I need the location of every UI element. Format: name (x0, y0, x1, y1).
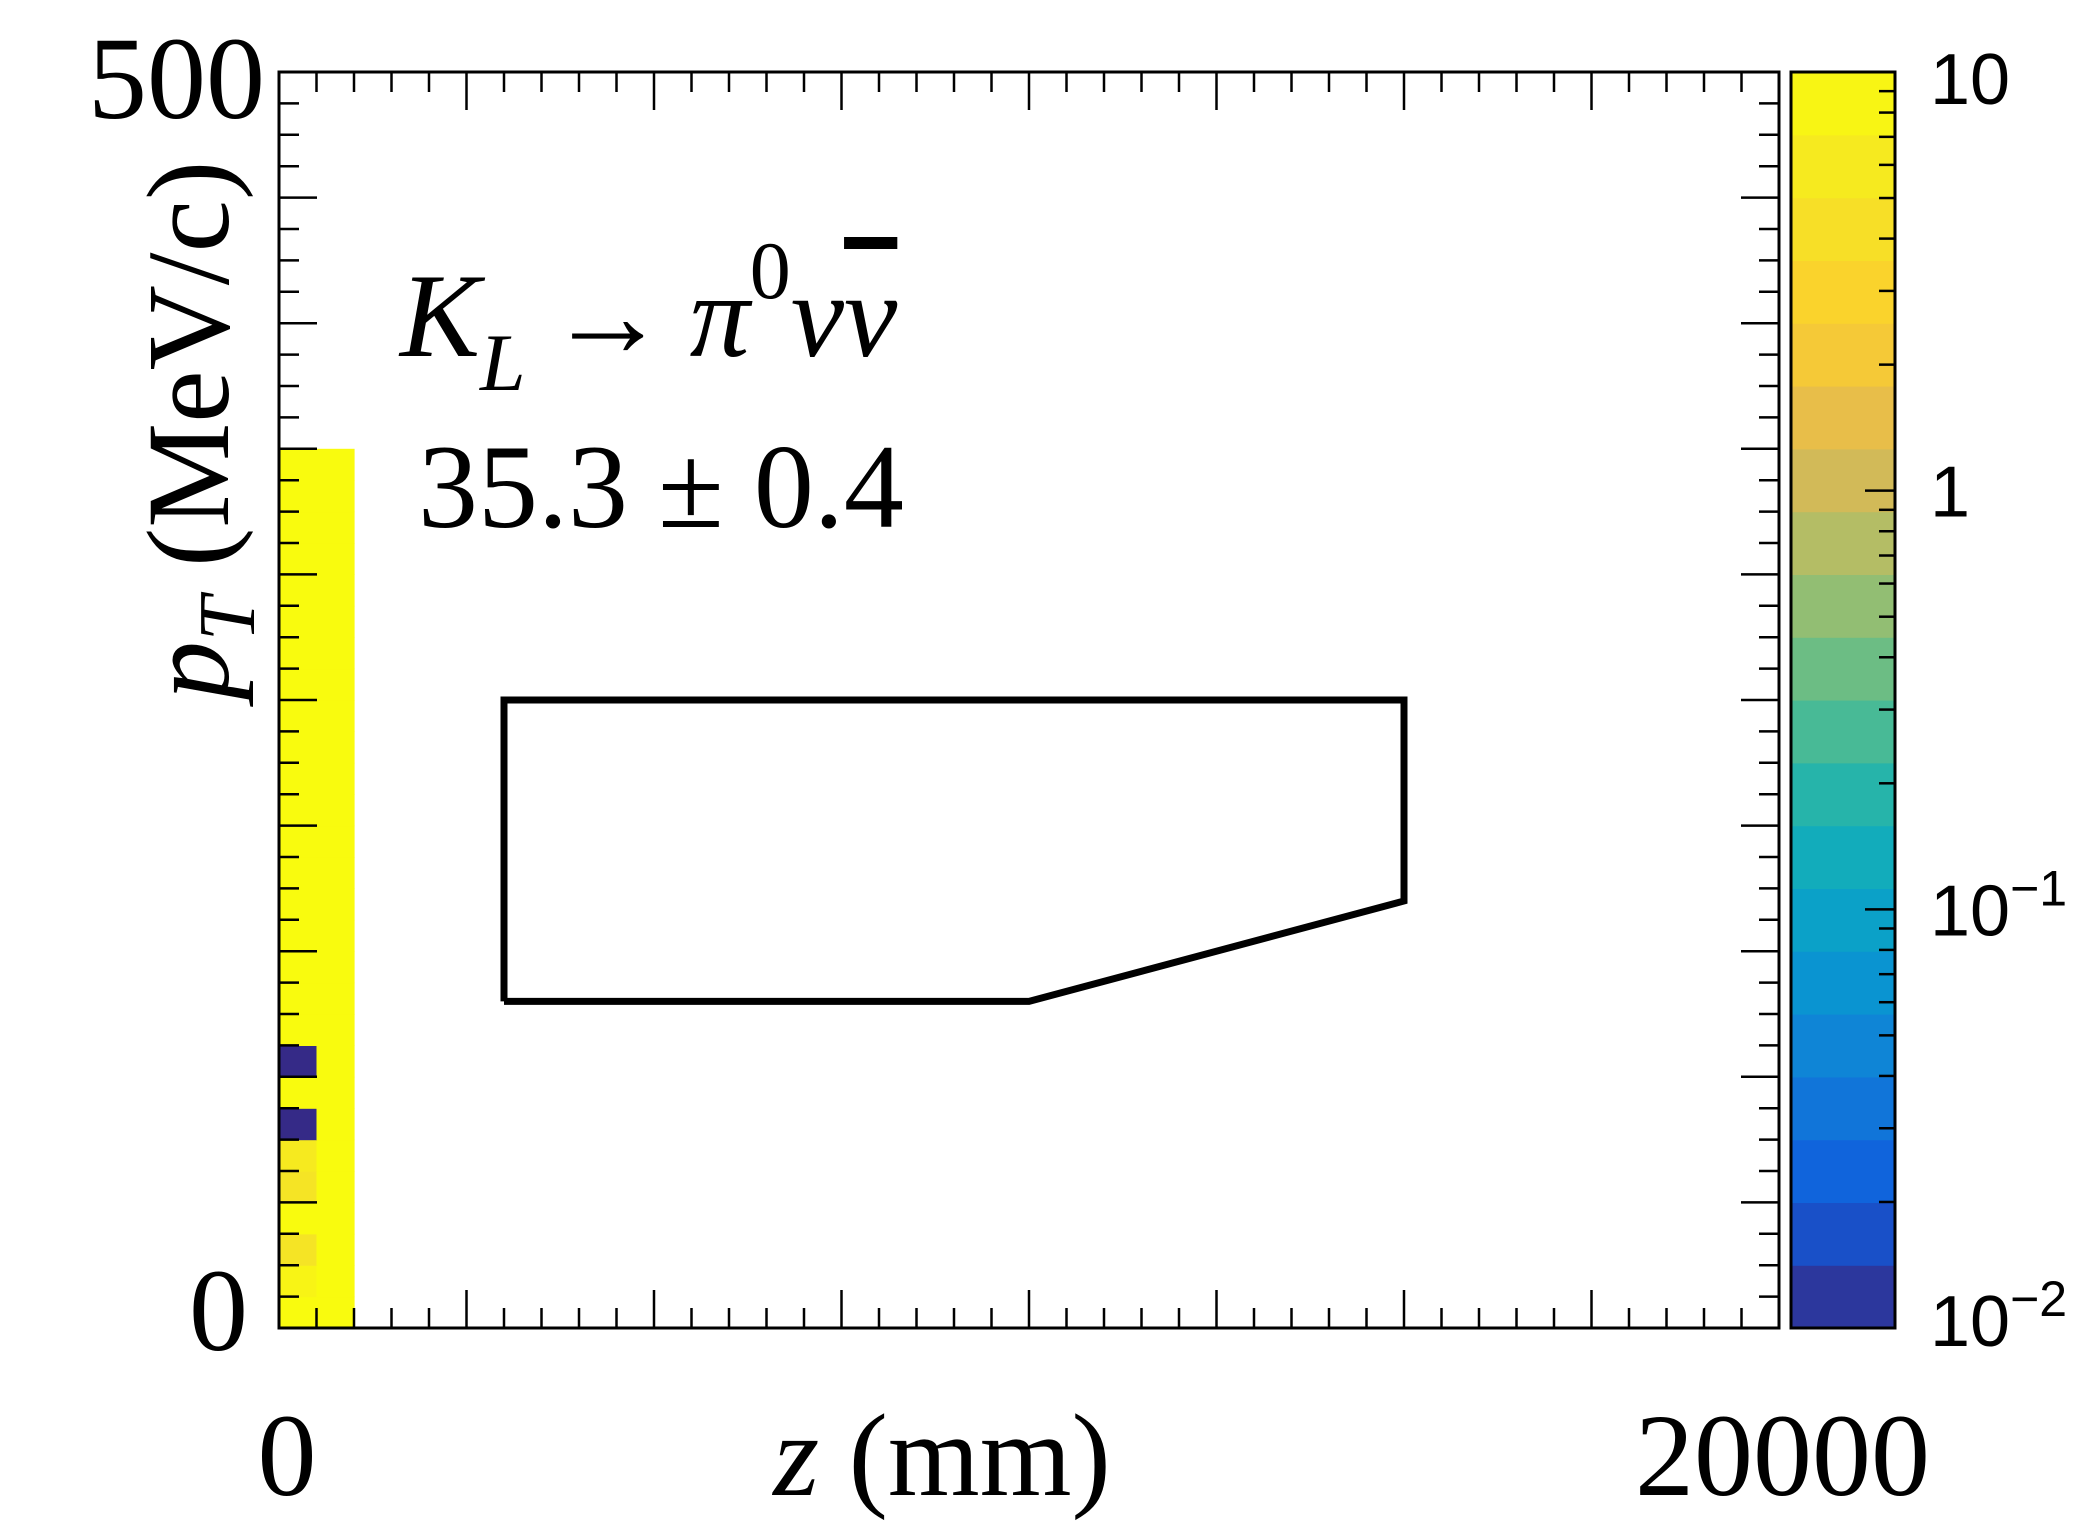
colorbar-segment (1791, 260, 1895, 324)
heatmap-cell (279, 982, 318, 1015)
colorbar-segment (1791, 72, 1895, 136)
heatmap-cell (316, 982, 355, 1015)
heatmap-cell (316, 1265, 355, 1298)
heatmap-cell (279, 700, 318, 732)
heatmap-cell (316, 731, 355, 764)
colorbar-labels: 10 1 10−1 10−2 (1930, 40, 2067, 1362)
heatmap-cell (279, 1296, 318, 1329)
heatmap-cell (316, 1202, 355, 1235)
heatmap-cell (316, 1108, 355, 1141)
heatmap-cell (316, 1296, 355, 1329)
colorbar-segment (1791, 386, 1895, 450)
heatmap-cell (316, 1171, 355, 1203)
heatmap-cell (316, 762, 355, 795)
colorbar-segment (1791, 825, 1895, 889)
heatmap-cell (279, 919, 318, 952)
colorbar-tick-label: 10−2 (1930, 1271, 2067, 1362)
colorbar-tick-label: 10−1 (1930, 860, 2067, 951)
colorbar-segment (1791, 1265, 1895, 1329)
colorbar-segment (1791, 323, 1895, 387)
x-tick-label-max: 20000 (1635, 1390, 1930, 1521)
colorbar-segment (1791, 134, 1895, 199)
heatmap-cell (279, 668, 318, 701)
heatmap-cell (279, 1076, 318, 1109)
heatmap-cell (279, 825, 318, 858)
heatmap-cell (316, 448, 355, 481)
y-tick-label-max: 500 (88, 13, 265, 144)
colorbar-segment (1791, 888, 1895, 952)
heatmap-cell (316, 511, 355, 544)
colorbar-segment (1791, 574, 1895, 638)
x-axis-label: z (mm) (771, 1390, 1111, 1521)
colorbar-ticks (1865, 89, 1895, 1330)
heatmap-cell (316, 1045, 355, 1078)
process-label: KL → π0νν (398, 225, 898, 408)
heatmap-cell (279, 543, 318, 575)
heatmap-cell (316, 794, 355, 827)
heatmap-cell (316, 951, 355, 984)
colorbar-segment (1791, 1014, 1895, 1078)
colorbar-frame (1789, 70, 1897, 1330)
heatmap-cell (279, 1233, 318, 1266)
y-tick-label-min: 0 (189, 1245, 248, 1376)
signal-region-box (500, 696, 1408, 1005)
heatmap-cell (316, 825, 355, 858)
colorbar-segment (1791, 951, 1895, 1015)
heatmap-cell (279, 637, 318, 670)
heatmap-cell (279, 1045, 318, 1078)
heatmap-cell (279, 794, 318, 827)
heatmap-cell (279, 888, 318, 921)
colorbar-segment (1791, 762, 1895, 827)
heatmap-cell (316, 857, 355, 889)
heatmap-cell (316, 700, 355, 732)
x-tick-label-min: 0 (258, 1390, 317, 1521)
heatmap-cell (316, 888, 355, 921)
heatmap-cells (279, 448, 355, 1329)
heatmap-cell (316, 605, 355, 638)
colorbar-segment (1791, 197, 1895, 261)
heatmap-cell (316, 1076, 355, 1109)
heatmap-cell (279, 574, 318, 607)
heatmap-cell (316, 574, 355, 607)
heatmap-cell (316, 543, 355, 575)
heatmap-cell (279, 857, 318, 889)
colorbar-cells (1791, 72, 1895, 1329)
colorbar-segment (1791, 637, 1895, 701)
x-ticks (277, 72, 1781, 1328)
heatmap-cell (279, 762, 318, 795)
heatmap-cell (279, 1139, 318, 1172)
heatmap-cell (279, 951, 318, 984)
heatmap-cell (316, 919, 355, 952)
heatmap-cell (316, 668, 355, 701)
heatmap-cell (279, 605, 318, 638)
heatmap-cell (316, 1139, 355, 1172)
heatmap-cell (279, 511, 318, 544)
colorbar-segment (1791, 1076, 1895, 1141)
heatmap-cell (316, 1233, 355, 1266)
heatmap-cell (279, 1265, 318, 1298)
heatmap-cell (316, 637, 355, 670)
heatmap-cell (279, 448, 318, 481)
heatmap-cell (279, 1171, 318, 1203)
heatmap-cell (279, 731, 318, 764)
heatmap-cell (279, 1202, 318, 1235)
colorbar-tick-label: 10 (1930, 40, 2010, 120)
colorbar-segment (1791, 700, 1895, 764)
y-axis-label: pT (MeV/c) (123, 161, 272, 707)
y-ticks (279, 70, 1779, 1330)
yield-label: 35.3 ± 0.4 (418, 420, 904, 553)
colorbar-segment (1791, 1202, 1895, 1266)
colorbar-segment (1791, 511, 1895, 575)
colorbar-segment (1791, 448, 1895, 513)
heatmap-cell (279, 1108, 318, 1141)
heatmap-cell (279, 480, 318, 513)
colorbar-tick-label: 1 (1930, 453, 1970, 533)
heatmap-cell (279, 1014, 318, 1046)
colorbar-segment (1791, 1139, 1895, 1203)
heatmap-cell (316, 480, 355, 513)
heatmap-cell (316, 1014, 355, 1046)
